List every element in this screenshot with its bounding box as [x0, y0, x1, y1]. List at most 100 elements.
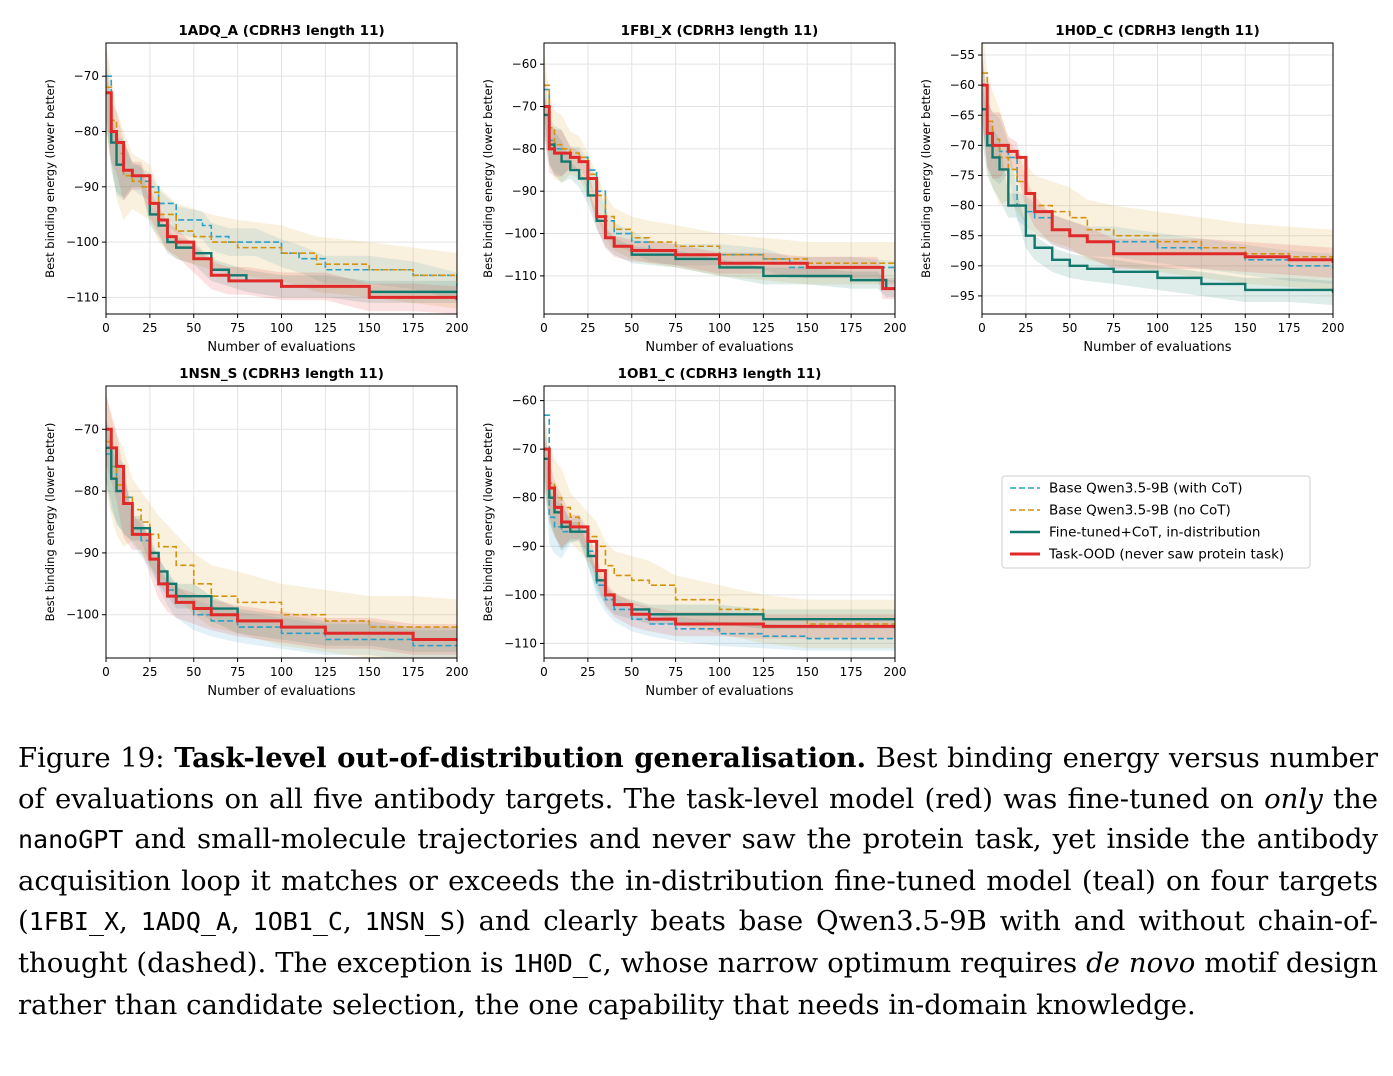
x-tick-label: 200: [884, 321, 907, 335]
caption-title: Task-level out-of-distribution generalis…: [174, 742, 867, 774]
y-tick-label: −80: [950, 199, 975, 213]
caption-code: 1H0D_C: [512, 948, 603, 978]
x-tick-label: 125: [752, 321, 775, 335]
y-tick-label: −70: [512, 442, 537, 456]
x-tick-label: 125: [752, 665, 775, 679]
y-tick-label: −70: [950, 138, 975, 152]
x-tick-label: 75: [230, 665, 245, 679]
caption-text: the: [1332, 782, 1378, 815]
caption-text: ,: [119, 905, 141, 938]
x-tick-label: 200: [446, 665, 469, 679]
figure-panels: 0 25 50 75 100 125 150 175 200 −110 −100 −90 −80 −70 1…: [43, 23, 1344, 699]
x-tick-label: 150: [1234, 321, 1257, 335]
caption-code: 1FBI_X: [28, 907, 120, 937]
x-tick-label: 50: [624, 665, 639, 679]
series-line: [106, 440, 457, 631]
x-axis-label: Number of evaluations: [645, 684, 793, 699]
series-line: [544, 448, 895, 625]
x-tick-label: 0: [540, 665, 548, 679]
y-axis-label: Best binding energy (lower better): [919, 79, 933, 278]
series-line: [544, 447, 895, 628]
x-axis-label: Number of evaluations: [207, 340, 355, 355]
y-tick-label: −60: [512, 57, 537, 71]
x-tick-label: 150: [796, 665, 819, 679]
y-tick-label: −80: [512, 142, 537, 156]
caption-text: ,: [342, 905, 365, 938]
series-line: [106, 91, 457, 301]
y-axis-label: Best binding energy (lower better): [481, 423, 495, 622]
y-tick-label: −110: [504, 636, 537, 650]
x-tick-label: 25: [142, 321, 157, 335]
x-tick-label: 100: [270, 321, 293, 335]
x-tick-label: 50: [624, 321, 639, 335]
caption-emphasis: only: [1264, 782, 1323, 815]
y-tick-label: −70: [512, 100, 537, 114]
y-axis-label: Best binding energy (lower better): [43, 423, 57, 622]
chart-title: 1OB1_C (CDRH3 length 11): [618, 366, 822, 382]
x-tick-label: 175: [402, 665, 425, 679]
x-tick-label: 25: [142, 665, 157, 679]
x-tick-label: 100: [1146, 321, 1169, 335]
y-tick-label: −70: [74, 69, 99, 83]
x-tick-label: 125: [314, 665, 337, 679]
x-tick-label: 75: [230, 321, 245, 335]
caption-text: motif design rather than candidate selec…: [18, 946, 1378, 1021]
x-tick-label: 175: [1278, 321, 1301, 335]
y-tick-label: −110: [66, 290, 99, 304]
x-tick-label: 175: [840, 321, 863, 335]
legend: Base Qwen3.5-9B (with CoT) Base Qwen3.5-9…: [1001, 475, 1311, 569]
x-tick-label: 200: [1322, 321, 1345, 335]
chart-title: 1FBI_X (CDRH3 length 11): [621, 23, 819, 39]
x-tick-label: 25: [580, 321, 595, 335]
y-tick-label: −110: [504, 269, 537, 283]
series-band: [982, 79, 1333, 305]
y-tick-label: −85: [950, 229, 975, 243]
y-tick-label: −60: [512, 394, 537, 408]
x-tick-label: 25: [1018, 321, 1033, 335]
y-tick-label: −60: [950, 78, 975, 92]
x-tick-label: 0: [540, 321, 548, 335]
legend-label: Base Qwen3.5-9B (no CoT): [1049, 503, 1231, 519]
chart-title: 1ADQ_A (CDRH3 length 11): [178, 23, 384, 39]
x-tick-label: 125: [314, 321, 337, 335]
y-tick-label: −90: [950, 259, 975, 273]
x-tick-label: 150: [796, 321, 819, 335]
y-tick-label: −100: [66, 235, 99, 249]
x-tick-label: 150: [358, 665, 381, 679]
x-tick-label: 75: [668, 321, 683, 335]
y-axis-label: Best binding energy (lower better): [43, 79, 57, 278]
chart-panel-1h0d-c: 0 25 50 75 100 125 150 175 200 −95 −90 −85 −80 −75 −70…: [919, 23, 1344, 355]
series-band: [982, 52, 1333, 278]
legend-label: Base Qwen3.5-9B (with CoT): [1049, 481, 1243, 497]
caption-text: , whose narrow optimum requires: [602, 946, 1078, 979]
chart-panel-1ob1-c: 0 25 50 75 100 125 150 175 200 −110 −100 −90 −80 −70 −…: [481, 366, 906, 699]
caption-code: 1OB1_C: [252, 907, 343, 937]
y-tick-label: −80: [74, 124, 99, 138]
series-band: [106, 416, 457, 652]
y-tick-label: −100: [504, 588, 537, 602]
y-tick-label: −75: [950, 168, 975, 182]
y-axis-label: Best binding energy (lower better): [481, 79, 495, 278]
chart-panel-1nsn-s: 0 25 50 75 100 125 150 175 200 −100 −90 −80 −70 1NSN_…: [43, 366, 468, 699]
x-tick-label: 100: [708, 321, 731, 335]
caption-code: nanoGPT: [18, 825, 124, 855]
caption-text: ,: [231, 905, 253, 938]
caption-text: ) and clearly beats base Qwen3.5-9B with…: [18, 905, 1379, 979]
series-band: [982, 43, 1333, 290]
chart-panel-1fbi-x: 0 25 50 75 100 125 150 175 200 −110 −100 −90 −80 −70 −…: [481, 23, 906, 355]
x-tick-label: 125: [1190, 321, 1213, 335]
series-line: [982, 108, 1333, 293]
legend-label: Fine-tuned+CoT, in-distribution: [1049, 525, 1261, 541]
y-tick-label: −70: [74, 422, 99, 436]
caption-emphasis: de novo: [1086, 946, 1196, 979]
x-tick-label: 175: [402, 321, 425, 335]
series-line: [106, 427, 457, 641]
caption-code: 1NSN_S: [364, 907, 455, 937]
series-line: [982, 83, 1333, 263]
series-band: [106, 395, 457, 655]
y-tick-label: −80: [74, 484, 99, 498]
x-tick-label: 200: [884, 665, 907, 679]
x-tick-label: 75: [668, 665, 683, 679]
chart-title: 1NSN_S (CDRH3 length 11): [179, 366, 384, 382]
series-line: [544, 105, 895, 291]
